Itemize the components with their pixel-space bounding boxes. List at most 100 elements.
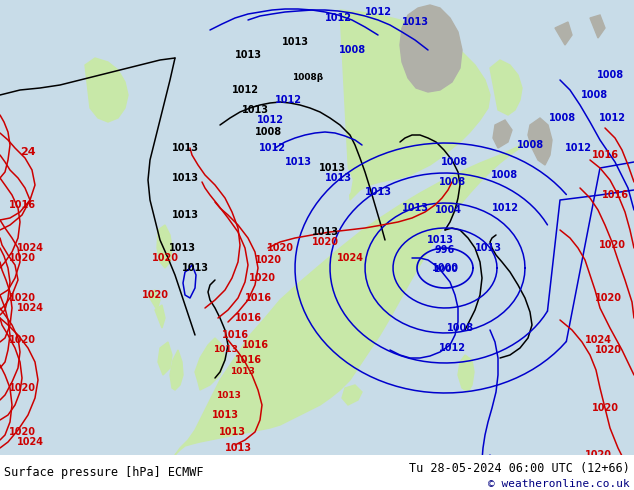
Text: 1008: 1008 [439,177,465,187]
Text: Tu 28-05-2024 06:00 UTC (12+66): Tu 28-05-2024 06:00 UTC (12+66) [409,462,630,474]
Text: 1008: 1008 [548,113,576,123]
Text: 1013: 1013 [318,163,346,173]
Text: 1013: 1013 [172,143,198,153]
Text: 1013: 1013 [235,50,261,60]
Text: 1020: 1020 [595,345,621,355]
Polygon shape [340,10,490,200]
Text: 1013: 1013 [224,443,252,453]
Text: 1013: 1013 [172,210,198,220]
Text: 1016: 1016 [8,200,36,210]
Text: 1024: 1024 [337,253,363,263]
Text: 1013: 1013 [285,157,311,167]
Text: 1020: 1020 [598,240,626,250]
Text: 1012: 1012 [598,113,626,123]
Text: 1016: 1016 [221,330,249,340]
Text: 1008: 1008 [441,157,469,167]
Text: 1024: 1024 [585,335,612,345]
Text: 1013: 1013 [212,410,238,420]
Text: 1013: 1013 [427,235,453,245]
Polygon shape [155,305,165,328]
Polygon shape [528,118,552,165]
Polygon shape [265,165,352,230]
Text: 1012: 1012 [231,85,259,95]
Text: 1012: 1012 [564,143,592,153]
Text: 1016: 1016 [242,340,269,350]
Text: 1008: 1008 [517,140,543,150]
Text: 1008β: 1008β [292,74,323,82]
Text: 1013: 1013 [401,203,429,213]
Polygon shape [175,138,535,455]
Text: 1020: 1020 [8,427,36,437]
Text: 1016: 1016 [235,355,261,365]
Text: 1012: 1012 [275,95,302,105]
Text: 1020: 1020 [249,273,276,283]
Text: 1013: 1013 [172,173,198,183]
Text: 1020: 1020 [311,237,339,247]
Text: 1024: 1024 [16,303,44,313]
Text: 1013: 1013 [219,427,245,437]
Polygon shape [170,350,183,390]
Text: 1013: 1013 [169,243,195,253]
Text: © weatheronline.co.uk: © weatheronline.co.uk [488,479,630,489]
Text: 1020: 1020 [8,335,36,345]
Polygon shape [342,385,362,405]
Text: 1020: 1020 [585,450,612,460]
Text: 1020: 1020 [141,290,169,300]
Text: 1020: 1020 [254,255,281,265]
Text: 1004: 1004 [434,205,462,215]
Text: 1012: 1012 [259,143,285,153]
Text: 1016: 1016 [592,150,619,160]
Text: 1020: 1020 [8,293,36,303]
Text: 1020: 1020 [8,383,36,393]
Text: 1024: 1024 [16,243,44,253]
Text: 1013: 1013 [216,391,240,399]
Polygon shape [158,342,172,375]
Bar [0,455,634,490]
Text: 1012: 1012 [439,343,465,353]
Text: 1008: 1008 [597,70,624,80]
Text: 1020: 1020 [8,253,36,263]
Polygon shape [400,5,462,92]
Text: 24: 24 [20,147,36,157]
Text: 1020: 1020 [152,253,179,263]
Text: 1013: 1013 [242,105,269,115]
Text: 1013: 1013 [281,37,309,47]
Polygon shape [195,338,225,390]
Text: 1016: 1016 [235,313,261,323]
Text: 1012: 1012 [325,13,351,23]
Polygon shape [85,58,128,122]
Text: 1020: 1020 [266,243,294,253]
Polygon shape [493,120,512,148]
Text: 1008: 1008 [581,90,609,100]
Text: 1008: 1008 [254,127,281,137]
Polygon shape [148,290,160,310]
Text: 1020: 1020 [595,293,621,303]
Text: Surface pressure [hPa] ECMWF: Surface pressure [hPa] ECMWF [4,466,204,479]
Polygon shape [555,22,572,45]
Text: 1012: 1012 [257,115,283,125]
Text: 1013: 1013 [181,263,209,273]
Text: 1016: 1016 [245,293,271,303]
Text: 1013: 1013 [311,227,339,237]
Text: 1012: 1012 [491,203,519,213]
Text: 1013: 1013 [474,243,501,253]
Polygon shape [157,225,172,268]
Text: 1013: 1013 [212,345,238,354]
Text: 1000: 1000 [432,266,457,274]
Text: 1008: 1008 [446,323,474,333]
Text: 1013: 1013 [325,173,351,183]
Text: 1024: 1024 [16,437,44,447]
Text: 1012: 1012 [365,7,392,17]
Text: 1016: 1016 [602,190,628,200]
Polygon shape [490,60,522,115]
Polygon shape [458,355,474,392]
Text: 1000: 1000 [432,263,458,273]
Text: 1020: 1020 [592,403,619,413]
Text: 996: 996 [435,245,455,255]
Text: 1013: 1013 [365,187,392,197]
Polygon shape [590,15,605,38]
Text: 1008: 1008 [491,170,519,180]
Text: 1013: 1013 [401,17,429,27]
Text: 1008: 1008 [339,45,366,55]
Text: 1013: 1013 [230,368,254,376]
